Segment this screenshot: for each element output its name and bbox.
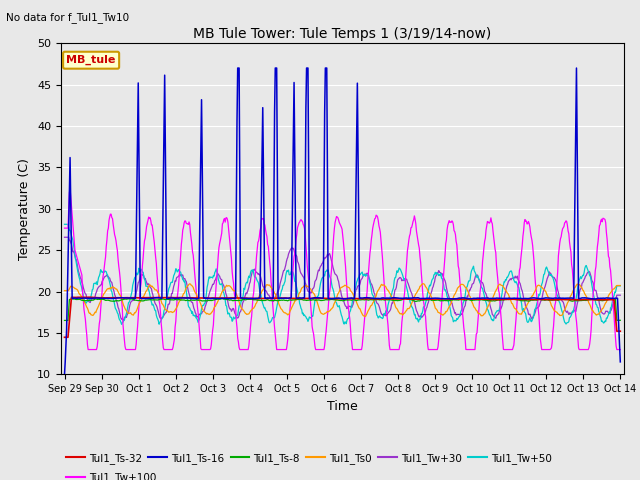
X-axis label: Time: Time: [327, 400, 358, 413]
Title: MB Tule Tower: Tule Temps 1 (3/19/14-now): MB Tule Tower: Tule Temps 1 (3/19/14-now…: [193, 27, 492, 41]
Legend: Tul1_Tw+100: Tul1_Tw+100: [66, 472, 156, 480]
Y-axis label: Temperature (C): Temperature (C): [19, 158, 31, 260]
Text: MB_tule: MB_tule: [67, 55, 116, 65]
Text: No data for f_Tul1_Tw10: No data for f_Tul1_Tw10: [6, 12, 129, 23]
